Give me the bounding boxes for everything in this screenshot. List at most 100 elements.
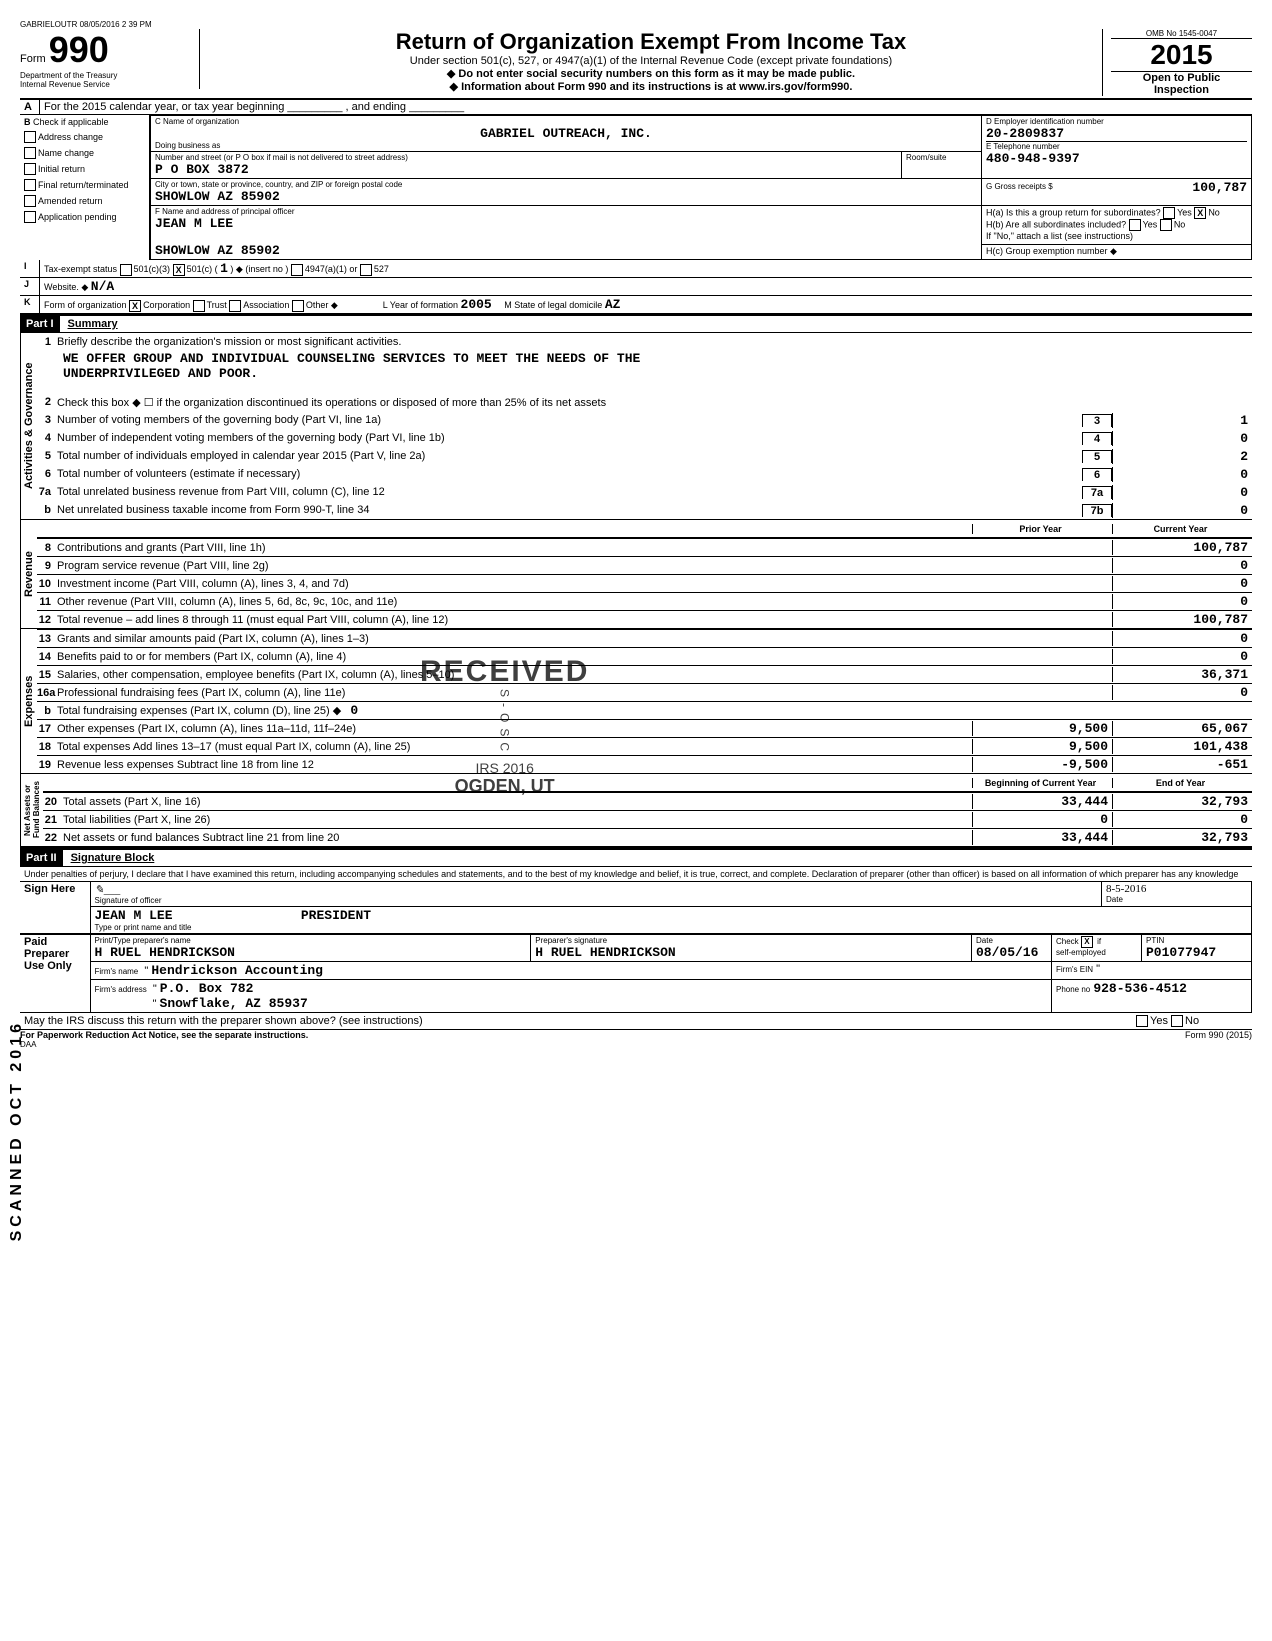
section-b-to-m: B Check if applicable Address change Nam… xyxy=(20,115,1252,260)
checkbox-501c[interactable]: X xyxy=(173,264,185,276)
checkbox-assoc[interactable] xyxy=(229,300,241,312)
prep-date: 08/05/16 xyxy=(976,945,1047,960)
room-label: Room/suite xyxy=(906,153,977,162)
checkbox-501c3[interactable] xyxy=(120,264,132,276)
firm-addr2: Snowflake, AZ 85937 xyxy=(160,996,308,1011)
opt-4947: 4947(a)(1) or xyxy=(305,264,358,274)
paperwork-notice: For Paperwork Reduction Act Notice, see … xyxy=(20,1030,308,1040)
checkbox-address-change[interactable] xyxy=(24,131,36,143)
header-stamp: GABRIELOUTR 08/05/2016 2 39 PM xyxy=(20,20,1252,29)
opt-501c3: 501(c)(3) xyxy=(134,264,171,274)
summary-line: 14Benefits paid to or for members (Part … xyxy=(37,647,1252,665)
officer-name: JEAN M LEE xyxy=(155,216,977,231)
summary-line: 18Total expenses Add lines 13–17 (must e… xyxy=(37,737,1252,755)
h-c-label: H(c) Group exemption number ◆ xyxy=(986,246,1117,256)
type-print-label: Type or print name and title xyxy=(95,923,1248,932)
checkbox-ha-yes[interactable] xyxy=(1163,207,1175,219)
checkbox-final-return[interactable] xyxy=(24,179,36,191)
opt-501c: 501(c) xyxy=(187,264,213,274)
checkbox-other[interactable] xyxy=(292,300,304,312)
checkbox-ha-no[interactable]: X xyxy=(1194,207,1206,219)
irs-no: No xyxy=(1185,1015,1199,1027)
sign-here-label: Sign Here xyxy=(20,882,90,934)
checkbox-527[interactable] xyxy=(360,264,372,276)
mission-2: UNDERPRIVILEGED AND POOR. xyxy=(37,366,1252,381)
ha-yes: Yes xyxy=(1177,207,1192,217)
ein-label: D Employer identification number xyxy=(986,117,1247,126)
vlabel-netassets: Net Assets or Fund Balances xyxy=(20,774,43,846)
summary-line: 4Number of independent voting members of… xyxy=(37,429,1252,447)
org-name: GABRIEL OUTREACH, INC. xyxy=(155,126,977,141)
scanned-stamp: SCANNED OCT 2016 xyxy=(8,1020,26,1241)
subtitle-2: ◆ Do not enter social security numbers o… xyxy=(208,67,1094,80)
year-formation-label: L Year of formation xyxy=(383,300,458,310)
inspection-label: Inspection xyxy=(1111,84,1252,96)
checkbox-self-employed[interactable]: X xyxy=(1081,936,1093,948)
h-a-label: H(a) Is this a group return for subordin… xyxy=(986,207,1161,217)
line-a-text: For the 2015 calendar year, or tax year … xyxy=(40,100,1252,114)
prep-name: H RUEL HENDRICKSON xyxy=(95,945,527,960)
opt-assoc: Association xyxy=(243,300,289,310)
subtitle-3: ◆ Information about Form 990 and its ins… xyxy=(208,80,1094,93)
irs-label: Internal Revenue Service xyxy=(20,80,191,89)
gross-value: 100,787 xyxy=(1192,180,1247,195)
checkbox-corp[interactable]: X xyxy=(129,300,141,312)
if-label: if xyxy=(1097,937,1101,946)
form-label: Form xyxy=(20,53,46,65)
org-name-label: C Name of organization xyxy=(155,117,977,126)
hb-yes: Yes xyxy=(1143,219,1158,229)
checkbox-amended-return[interactable] xyxy=(24,195,36,207)
col-current: Current Year xyxy=(1112,524,1252,534)
opt-trust: Trust xyxy=(207,300,227,310)
prep-name-label: Print/Type preparer's name xyxy=(95,936,527,945)
col-begin: Beginning of Current Year xyxy=(972,778,1112,788)
prep-sig-label: Preparer's signature xyxy=(535,936,967,945)
checkbox-application-pending[interactable] xyxy=(24,211,36,223)
part1-num: Part I xyxy=(20,316,60,332)
summary-line: 17Other expenses (Part IX, column (A), l… xyxy=(37,719,1252,737)
website-value: N/A xyxy=(91,279,114,294)
part1-title: Summary xyxy=(60,318,118,330)
summary-line: 9Program service revenue (Part VIII, lin… xyxy=(37,556,1252,574)
checkbox-4947[interactable] xyxy=(291,264,303,276)
ha-no: No xyxy=(1208,207,1220,217)
checkbox-initial-return[interactable] xyxy=(24,163,36,175)
check-initial-return: Initial return xyxy=(38,164,85,174)
checkbox-irs-no[interactable] xyxy=(1171,1015,1183,1027)
vlabel-revenue: Revenue xyxy=(20,520,37,628)
form-number: 990 xyxy=(49,29,109,70)
part2-num: Part II xyxy=(20,850,63,866)
form-header: Form 990 Department of the Treasury Inte… xyxy=(20,29,1252,100)
org-address: P O BOX 3872 xyxy=(155,162,897,177)
h-note: If "No," attach a list (see instructions… xyxy=(986,231,1133,241)
summary-line: 20Total assets (Part X, line 16)33,44432… xyxy=(43,792,1252,810)
checkbox-name-change[interactable] xyxy=(24,147,36,159)
ptin-label: PTIN xyxy=(1146,936,1247,945)
ptin-value: P01077947 xyxy=(1146,945,1247,960)
opt-527: 527 xyxy=(374,264,389,274)
q1-label: Briefly describe the organization's miss… xyxy=(57,336,1252,348)
gross-label: G Gross receipts $ xyxy=(986,182,1053,191)
checkbox-irs-yes[interactable] xyxy=(1136,1015,1148,1027)
vlabel-governance: Activities & Governance xyxy=(20,333,37,519)
officer-label: F Name and address of principal officer xyxy=(155,207,977,216)
city-label: City or town, state or province, country… xyxy=(155,180,977,189)
firm-addr1: P.O. Box 782 xyxy=(160,981,254,996)
addr-label: Number and street (or P O box if mail is… xyxy=(155,153,897,162)
summary-line: 22Net assets or fund balances Subtract l… xyxy=(43,828,1252,846)
dept-label: Department of the Treasury xyxy=(20,71,191,80)
check-label: Check xyxy=(1056,937,1079,946)
opt-corp: Corporation xyxy=(143,300,190,310)
checkbox-trust[interactable] xyxy=(193,300,205,312)
prep-date-label: Date xyxy=(976,936,1047,945)
summary-line: 5Total number of individuals employed in… xyxy=(37,447,1252,465)
may-irs-label: May the IRS discuss this return with the… xyxy=(20,1013,1132,1029)
org-city: SHOWLOW AZ 85902 xyxy=(155,189,977,204)
check-final-return: Final return/terminated xyxy=(38,180,129,190)
summary-line: 8Contributions and grants (Part VIII, li… xyxy=(37,538,1252,556)
checkbox-hb-yes[interactable] xyxy=(1129,219,1141,231)
checkbox-hb-no[interactable] xyxy=(1160,219,1172,231)
daa-label: DAA xyxy=(20,1040,1252,1049)
year-formation: 2005 xyxy=(461,297,492,312)
summary-line: 10Investment income (Part VIII, column (… xyxy=(37,574,1252,592)
